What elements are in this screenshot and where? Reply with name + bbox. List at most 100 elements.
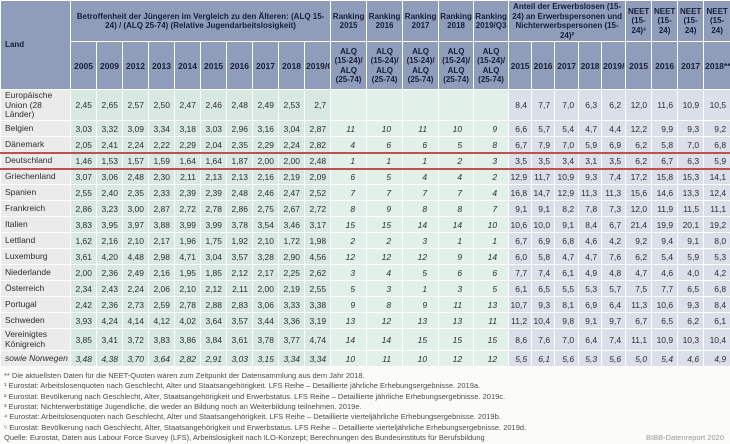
ranking-cell: [438, 89, 475, 122]
ranking-cell: 9: [366, 200, 404, 218]
relative-alq-cell: 2,78: [200, 200, 227, 218]
ranking-cell: 11: [438, 296, 475, 314]
relative-alq-cell: 3,85: [70, 328, 97, 352]
relative-alq-cell: 2,06: [148, 280, 175, 298]
relative-alq-cell: 2,11: [174, 168, 201, 186]
erwerbslosen-anteil-cell: 9,3: [531, 296, 556, 314]
relative-alq-cell: 3,46: [278, 216, 305, 234]
group-header-neet-2017: NEET (15-24): [677, 0, 705, 43]
relative-alq-cell: 1,92: [226, 232, 253, 250]
erwerbslosen-anteil-cell: 8,6: [508, 328, 533, 352]
footnote: ** Die aktuellsten Daten für die NEET-Qu…: [4, 371, 365, 381]
erwerbslosen-anteil-cell: 7,7: [508, 264, 533, 282]
neet-cell: 4,6: [677, 350, 705, 368]
ranking-cell: 13: [438, 312, 475, 330]
year-header: 2016: [531, 41, 556, 91]
relative-alq-cell: 3,99: [174, 216, 201, 234]
relative-alq-cell: 2,35: [226, 136, 253, 154]
table-row: Lettland 1,62 2,16 2,10 2,17 1,96 1,75 1,92 2,10…: [0, 232, 730, 250]
erwerbslosen-anteil-cell: 7,0: [554, 136, 580, 154]
ranking-cell: 1: [366, 151, 404, 170]
neet-cell: 9,2: [703, 120, 730, 138]
erwerbslosen-anteil-cell: 6,9: [531, 232, 556, 250]
ranking-cell: [473, 89, 510, 122]
year-header: 2012: [122, 41, 149, 91]
ranking-cell: 13: [473, 296, 510, 314]
ranking-cell: 8: [330, 200, 368, 218]
erwerbslosen-anteil-cell: 5,5: [554, 280, 580, 298]
relative-alq-cell: 4,02: [174, 312, 201, 330]
table-row: Frankreich 2,86 3,23 3,00 2,87 2,72 2,78 2,86 2,…: [0, 200, 730, 218]
neet-cell: 4,2: [703, 264, 730, 282]
country-label: Spanien: [0, 184, 71, 202]
neet-cell: 7,5: [625, 280, 653, 298]
ranking-cell: 8: [473, 136, 510, 154]
relative-alq-cell: 2,12: [200, 280, 227, 298]
neet-cell: 10,4: [703, 328, 730, 352]
relative-alq-cell: 3,03: [200, 120, 227, 138]
relative-alq-cell: 2,57: [122, 89, 149, 122]
neet-cell: 6,1: [703, 312, 730, 330]
neet-cell: 12,0: [625, 200, 653, 218]
year-header: 2014: [174, 41, 201, 91]
relative-alq-cell: 2,53: [278, 89, 305, 122]
ranking-cell: 10: [366, 120, 404, 138]
relative-alq-cell: 1,75: [200, 232, 227, 250]
erwerbslosen-anteil-cell: 6,9: [601, 136, 627, 154]
neet-cell: 5,4: [651, 248, 679, 266]
country-label: Vereinigtes Königreich: [0, 328, 71, 352]
relative-alq-cell: 3,23: [96, 200, 123, 218]
group-header-neet-2015: NEET (15-24)³: [625, 0, 653, 43]
relative-alq-cell: 2,00: [252, 151, 279, 170]
ranking-cell: 12: [438, 350, 475, 368]
table-row: Dänemark 2,05 2,41 2,24 2,22 2,29 2,04 2,35 2,29…: [0, 136, 730, 154]
relative-alq-cell: 2,35: [122, 184, 149, 202]
ranking-cell: 6: [473, 264, 510, 282]
country-label: Belgien: [0, 120, 71, 138]
ranking-cell: 7: [402, 184, 440, 202]
table-row: Deutschland 1,46 1,53 1,57 1,59 1,64 1,64 1,87 2…: [0, 151, 730, 170]
group-header-neet-2016: NEET (15-24): [651, 0, 679, 43]
relative-alq-cell: 2,10: [174, 280, 201, 298]
neet-cell: 10,6: [651, 296, 679, 314]
relative-alq-cell: 3,84: [200, 328, 227, 352]
relative-alq-cell: 2,12: [226, 264, 253, 282]
erwerbslosen-anteil-cell: 7,6: [601, 248, 627, 266]
relative-alq-cell: 2,00: [278, 151, 305, 170]
neet-cell: 4,9: [703, 350, 730, 368]
relative-alq-cell: 2,29: [174, 136, 201, 154]
relative-alq-cell: 2,13: [226, 168, 253, 186]
erwerbslosen-anteil-cell: 4,8: [601, 264, 627, 282]
relative-alq-cell: 2,30: [148, 168, 175, 186]
footnotes: ** Die aktuellsten Daten für die NEET-Qu…: [0, 367, 730, 443]
erwerbslosen-anteil-cell: 12,9: [508, 168, 533, 186]
erwerbslosen-anteil-cell: 6,7: [508, 136, 533, 154]
erwerbslosen-anteil-cell: 5,3: [578, 350, 603, 368]
country-label: Griechenland: [0, 168, 71, 186]
relative-alq-cell: 2,46: [200, 89, 227, 122]
ranking-cell: 12: [402, 248, 440, 266]
erwerbslosen-anteil-cell: 7,0: [554, 328, 580, 352]
year-header: 2016: [651, 41, 679, 91]
ranking-cell: 13: [330, 312, 368, 330]
relative-alq-cell: 2,90: [278, 248, 305, 266]
relative-alq-cell: 3,07: [70, 168, 97, 186]
relative-alq-cell: 3,09: [122, 120, 149, 138]
neet-cell: 11,1: [625, 328, 653, 352]
erwerbslosen-anteil-cell: 6,2: [601, 89, 627, 122]
relative-alq-cell: 1,72: [278, 232, 305, 250]
relative-alq-cell: 3,38: [303, 296, 332, 314]
ranking-cell: 8: [366, 296, 404, 314]
relative-alq-cell: 4,56: [303, 248, 332, 266]
erwerbslosen-anteil-cell: 5,3: [578, 280, 603, 298]
ranking-cell: 15: [366, 216, 404, 234]
relative-alq-cell: 2,82: [303, 136, 332, 154]
relative-alq-cell: 3,34: [278, 350, 305, 368]
relative-alq-cell: 4,24: [96, 312, 123, 330]
relative-alq-cell: 2,48: [226, 184, 253, 202]
erwerbslosen-anteil-cell: 9,1: [531, 200, 556, 218]
ranking-sub-header: ALQ (15-24)/ ALQ (25-74): [402, 41, 440, 91]
relative-alq-cell: 2,49: [122, 264, 149, 282]
relative-alq-cell: 2,11: [226, 280, 253, 298]
neet-cell: 8,0: [703, 232, 730, 250]
